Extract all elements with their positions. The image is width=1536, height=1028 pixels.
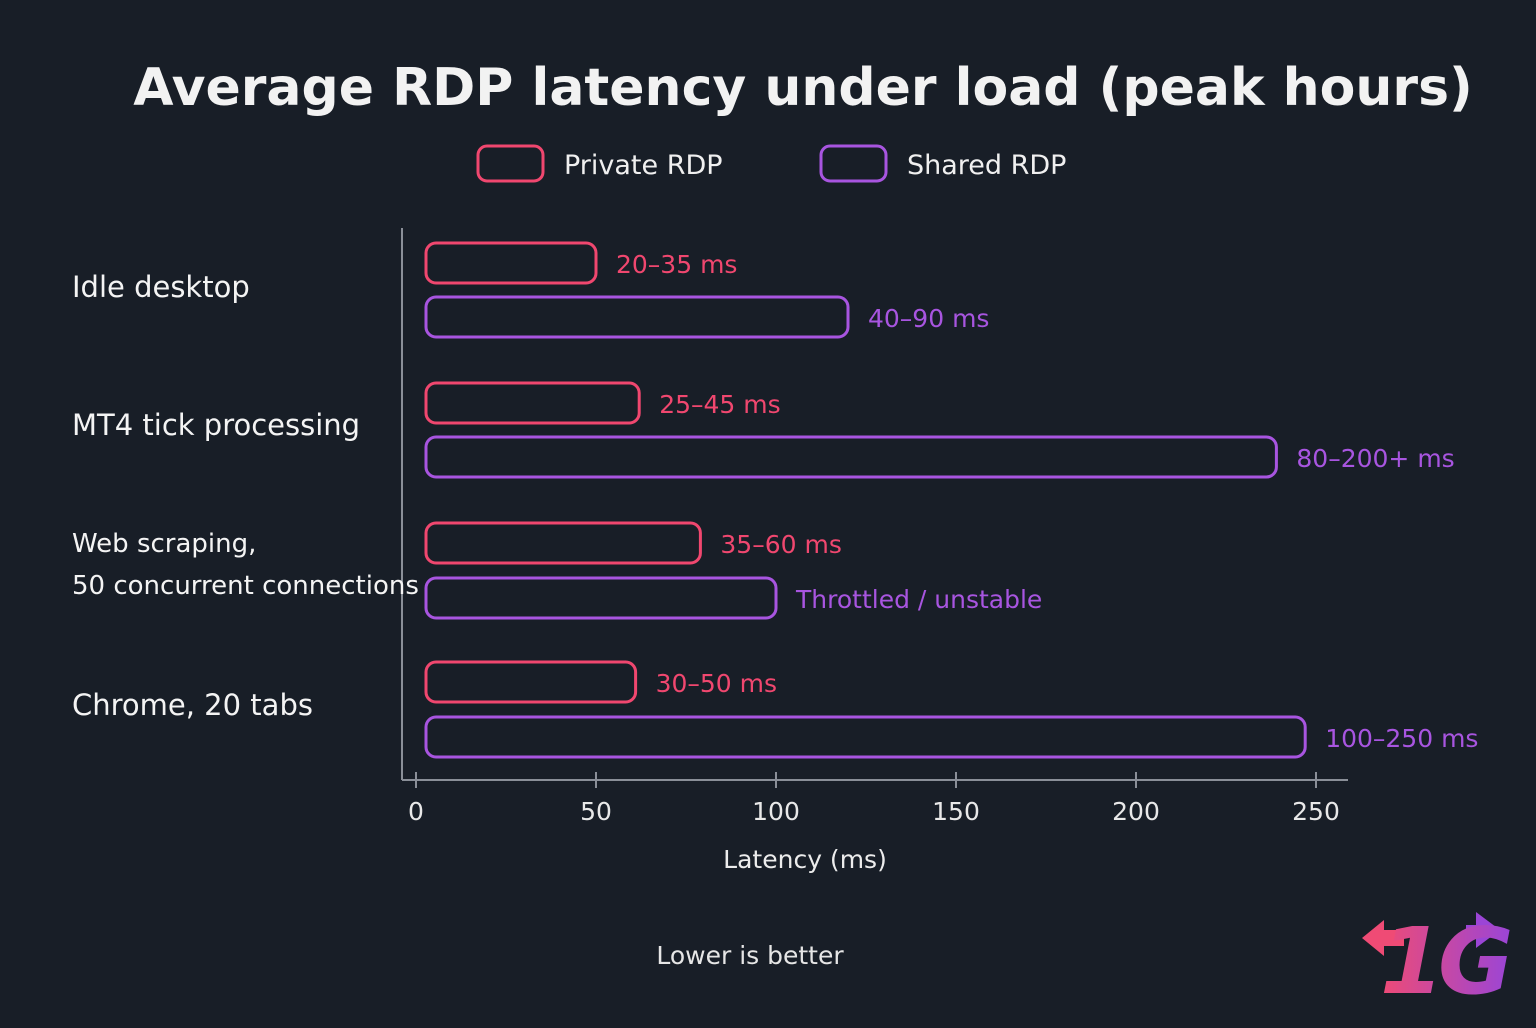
bar-shared: [424, 576, 778, 620]
bar-value-label: Throttled / unstable: [795, 585, 1042, 614]
x-axis-label: Latency (ms): [723, 845, 887, 874]
legend-label-0: Private RDP: [564, 150, 723, 181]
legend-label-1: Shared RDP: [907, 150, 1066, 181]
chart-title: Average RDP latency under load (peak hou…: [133, 58, 1473, 118]
category-label: 50 concurrent connections: [72, 571, 419, 601]
x-tick-label: 150: [932, 797, 980, 826]
legend-swatch-1: [819, 144, 888, 183]
x-tick-label: 250: [1292, 797, 1340, 826]
category-label: Chrome, 20 tabs: [72, 688, 313, 722]
legend-swatch-0: [476, 144, 545, 183]
bar-private: [424, 521, 702, 565]
bar-private: [424, 660, 638, 704]
bar-value-label: 25–45 ms: [659, 390, 780, 419]
svg-text:1G: 1G: [1380, 908, 1510, 1015]
bar-value-label: 30–50 ms: [656, 669, 777, 698]
bar-shared: [424, 295, 850, 339]
x-tick-label: 50: [580, 797, 612, 826]
bar-shared: [424, 715, 1307, 759]
bar-private: [424, 381, 641, 425]
x-tick-label: 0: [408, 797, 424, 826]
legend: Private RDP Shared RDP: [476, 144, 1066, 183]
bars: 20–35 ms 25–45 ms 35–60 ms 30–50 ms 40–90 ms…: [424, 241, 1478, 759]
category-label: Idle desktop: [72, 270, 250, 304]
bar-shared: [424, 435, 1278, 479]
x-tick-label: 200: [1112, 797, 1160, 826]
x-tick-label: 100: [752, 797, 800, 826]
bar-value-label: 20–35 ms: [616, 250, 737, 279]
axes: 0 50 100 150 200 250: [401, 228, 1348, 826]
bar-value-label: 35–60 ms: [720, 530, 841, 559]
footnote: Lower is better: [656, 941, 844, 970]
bar-value-label: 80–200+ ms: [1296, 444, 1454, 473]
bar-value-label: 40–90 ms: [868, 304, 989, 333]
bar-private: [424, 241, 598, 285]
category-label: Web scraping,: [72, 529, 256, 559]
logo: 1G: [1362, 908, 1516, 1015]
category-label: MT4 tick processing: [72, 408, 360, 442]
bar-value-label: 100–250 ms: [1325, 724, 1478, 753]
category-labels: Idle desktop MT4 tick processing Web scrap…: [72, 270, 419, 722]
